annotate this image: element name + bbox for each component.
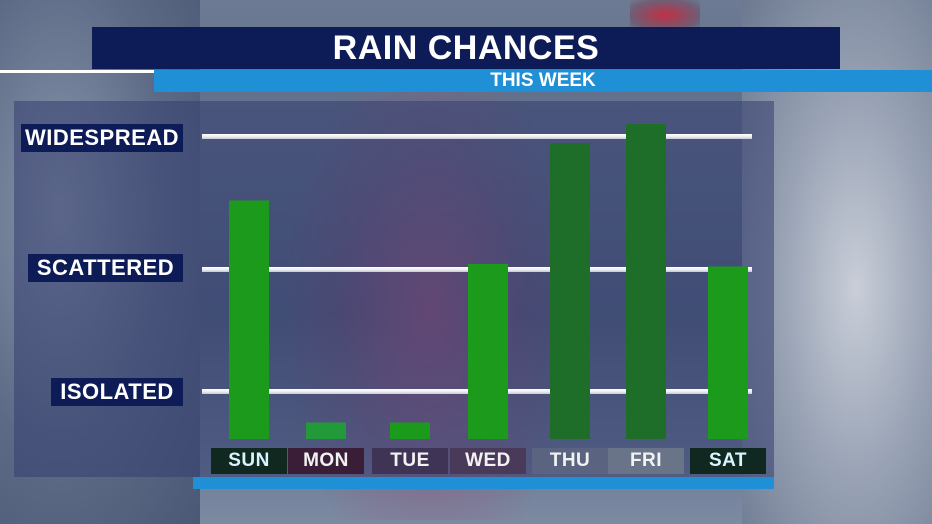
bar-mon [306,422,346,439]
chart-subtitle: THIS WEEK [154,70,932,92]
gridline-widespread [202,134,752,139]
background-top-light [630,0,700,30]
panel-bottom-strip [193,477,774,489]
bar-thu [550,142,590,439]
day-label-sun: SUN [211,448,287,474]
day-label-tue: TUE [372,448,448,474]
level-label-isolated: ISOLATED [51,378,183,406]
chart-title: RAIN CHANCES [92,27,840,69]
title-accent-line [0,70,154,73]
level-label-scattered: SCATTERED [28,254,183,282]
bar-wed [468,264,508,439]
bar-sat [708,266,748,439]
bar-sun [229,200,269,439]
level-label-widespread: WIDESPREAD [21,124,183,152]
day-label-thu: THU [532,448,608,474]
bar-fri [626,123,666,439]
day-label-fri: FRI [608,448,684,474]
day-label-mon: MON [288,448,364,474]
day-label-sat: SAT [690,448,766,474]
bar-tue [390,422,430,439]
day-label-wed: WED [450,448,526,474]
